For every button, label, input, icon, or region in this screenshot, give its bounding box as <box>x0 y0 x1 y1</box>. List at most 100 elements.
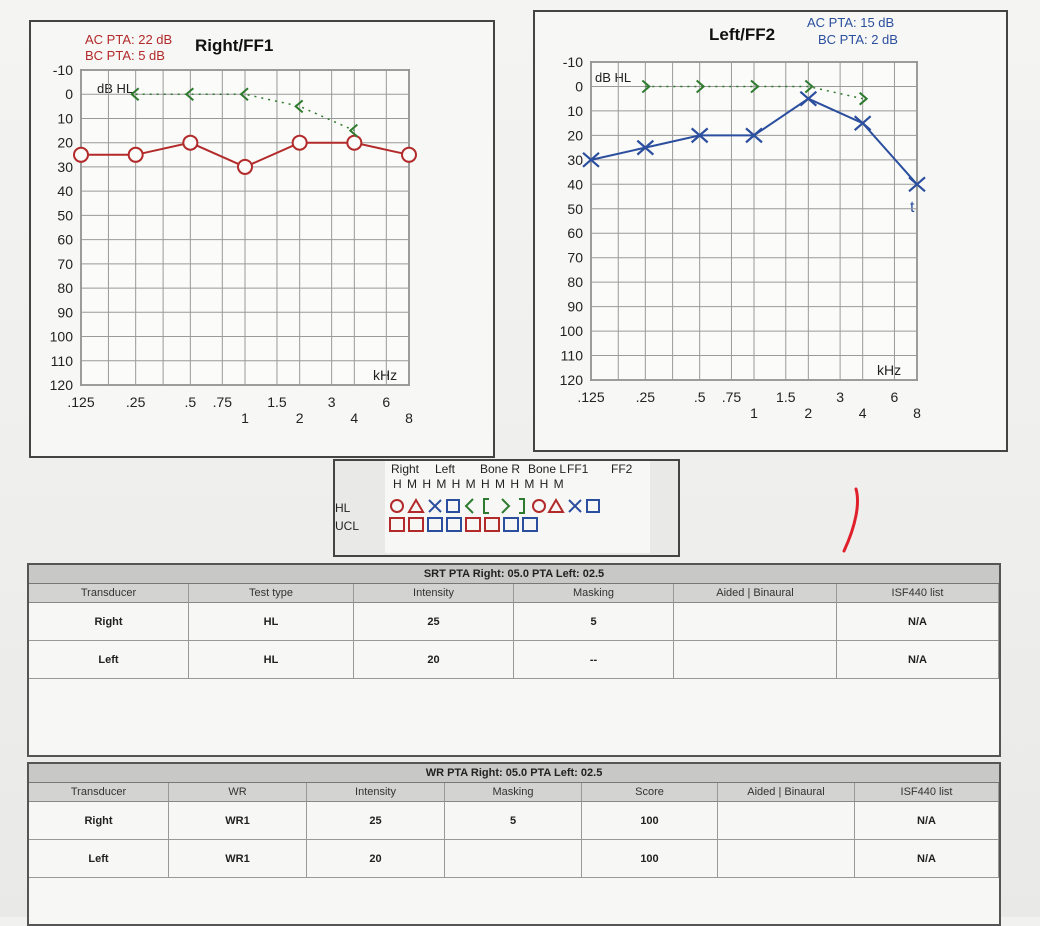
x-tick-label: 2 <box>804 405 812 421</box>
y-tick-label: 60 <box>567 225 583 241</box>
left-bc-pta: BC PTA: 2 dB <box>818 32 898 47</box>
srt-table: SRT PTA Right: 05.0 PTA Left: 02.5 Trans… <box>27 563 1001 757</box>
data-point-x <box>745 127 763 144</box>
srt-table-cell <box>674 641 837 679</box>
legend-right-triangle <box>407 498 425 513</box>
right-unit-label: dB HL <box>97 81 133 96</box>
legend-ucl-bone-r-h <box>465 517 481 532</box>
right-ac-pta: AC PTA: 22 dB <box>85 32 172 47</box>
data-point-bone-right <box>348 123 358 138</box>
y-tick-label: 20 <box>57 135 73 151</box>
y-tick-label: 20 <box>567 127 583 143</box>
srt-table-cell: Right <box>29 603 189 641</box>
x-tick-label: 8 <box>913 405 921 421</box>
wr-table-cell <box>718 840 855 878</box>
data-point-circle <box>401 146 417 163</box>
data-point-bone-left <box>696 79 706 94</box>
left-audiogram: Left/FF2 AC PTA: 15 dB BC PTA: 2 dB dB H… <box>533 10 1008 452</box>
x-tick-label: .5 <box>184 394 196 410</box>
data-point-bone-right <box>294 99 304 114</box>
wr-table-cell: Right <box>29 802 169 840</box>
srt-column-header: Masking <box>514 584 674 603</box>
legend-header-ff1: FF1 <box>567 462 589 476</box>
x-tick-label: 1 <box>241 410 249 426</box>
left-audiogram-chart: Left/FF2 AC PTA: 15 dB BC PTA: 2 dB dB H… <box>560 15 926 421</box>
legend-header-bone-l: Bone L <box>528 462 567 476</box>
data-point-x <box>853 115 872 131</box>
data-point-bone-right <box>239 87 249 101</box>
legend-ucl-bone-l-m <box>522 517 538 532</box>
wr-table-cell: 100 <box>582 840 718 878</box>
wr-table-grid: Transducer WR Intensity Masking Score Aided |… <box>29 783 999 878</box>
wr-column-header: ISF440 list <box>855 783 999 802</box>
legend-row-ucl: UCL <box>335 519 360 533</box>
x-tick-label: .25 <box>636 389 656 405</box>
legend-bone-r-bracket <box>483 498 489 514</box>
srt-table-cell: 20 <box>354 641 514 679</box>
data-point-bone-left <box>859 91 869 106</box>
wr-table-cell: 20 <box>307 840 445 878</box>
data-point-circle <box>127 146 144 163</box>
srt-column-header: ISF440 list <box>837 584 999 603</box>
left-unit-label: dB HL <box>595 70 631 85</box>
right-khz-label: kHz <box>373 367 397 383</box>
x-tick-label: 1.5 <box>267 394 287 410</box>
x-tick-label: .25 <box>126 394 146 410</box>
wr-table: WR PTA Right: 05.0 PTA Left: 02.5 Transd… <box>27 762 1001 926</box>
wr-column-header: Masking <box>445 783 582 802</box>
data-point-bone-left <box>641 79 651 94</box>
srt-column-header: Test type <box>189 584 354 603</box>
legend-left-square <box>446 499 460 513</box>
x-tick-label: 6 <box>382 394 390 410</box>
x-tick-label: 2 <box>296 410 304 426</box>
y-tick-label: 40 <box>57 183 73 199</box>
y-tick-label: 70 <box>57 256 73 272</box>
srt-table-cell: N/A <box>837 641 999 679</box>
symbol-legend: HL UCL Right Left Bone R Bone L FF1 FF2 … <box>333 459 680 557</box>
srt-table-cell: -- <box>514 641 674 679</box>
y-tick-label: 80 <box>57 280 73 296</box>
left-extra-mark: t <box>910 199 915 216</box>
data-point-circle <box>73 146 89 163</box>
legend-ucl-right-h <box>389 517 405 532</box>
y-tick-label: 100 <box>50 329 74 345</box>
right-audiogram-chart: AC PTA: 22 dB BC PTA: 5 dB Right/FF1 dB … <box>50 32 417 426</box>
wr-table-cell: N/A <box>855 840 999 878</box>
legend-ff1-triangle <box>547 498 565 513</box>
y-tick-label: 10 <box>57 110 73 126</box>
legend-header-right: Right <box>391 462 420 476</box>
srt-table-cell: 5 <box>514 603 674 641</box>
data-point-bone-right <box>130 87 140 101</box>
data-point-bone-left <box>804 79 814 94</box>
legend-header-ff2: FF2 <box>611 462 633 476</box>
wr-column-header: Aided | Binaural <box>718 783 855 802</box>
x-tick-label: .75 <box>213 394 233 410</box>
data-point-x <box>636 139 655 156</box>
legend-ff2-square <box>586 499 600 513</box>
y-tick-label: 90 <box>567 299 583 315</box>
legend-bone-r-chevron <box>464 498 474 514</box>
y-tick-label: 120 <box>50 377 74 393</box>
srt-table-cell: Left <box>29 641 189 679</box>
y-tick-label: 0 <box>65 86 73 102</box>
y-tick-label: -10 <box>53 62 73 78</box>
x-tick-label: .125 <box>577 389 604 405</box>
bone-conduction-line <box>645 85 863 100</box>
data-point-bone-right <box>184 87 194 101</box>
x-tick-label: 6 <box>891 389 899 405</box>
x-tick-label: 1.5 <box>776 389 796 405</box>
y-tick-label: 110 <box>51 353 74 369</box>
wr-table-cell <box>718 802 855 840</box>
srt-column-header: Intensity <box>354 584 514 603</box>
legend-left-x <box>428 499 442 513</box>
legend-ucl-symbols <box>389 517 538 532</box>
srt-table-cell: HL <box>189 603 354 641</box>
right-audiogram: AC PTA: 22 dB BC PTA: 5 dB Right/FF1 dB … <box>29 20 495 458</box>
legend-bone-l-bracket <box>519 498 525 514</box>
wr-table-title: WR PTA Right: 05.0 PTA Left: 02.5 <box>29 764 999 783</box>
legend-header-left: Left <box>435 462 456 476</box>
pen-annotation-mark <box>842 487 859 553</box>
wr-table-cell: WR1 <box>169 802 307 840</box>
wr-table-cell: N/A <box>855 802 999 840</box>
